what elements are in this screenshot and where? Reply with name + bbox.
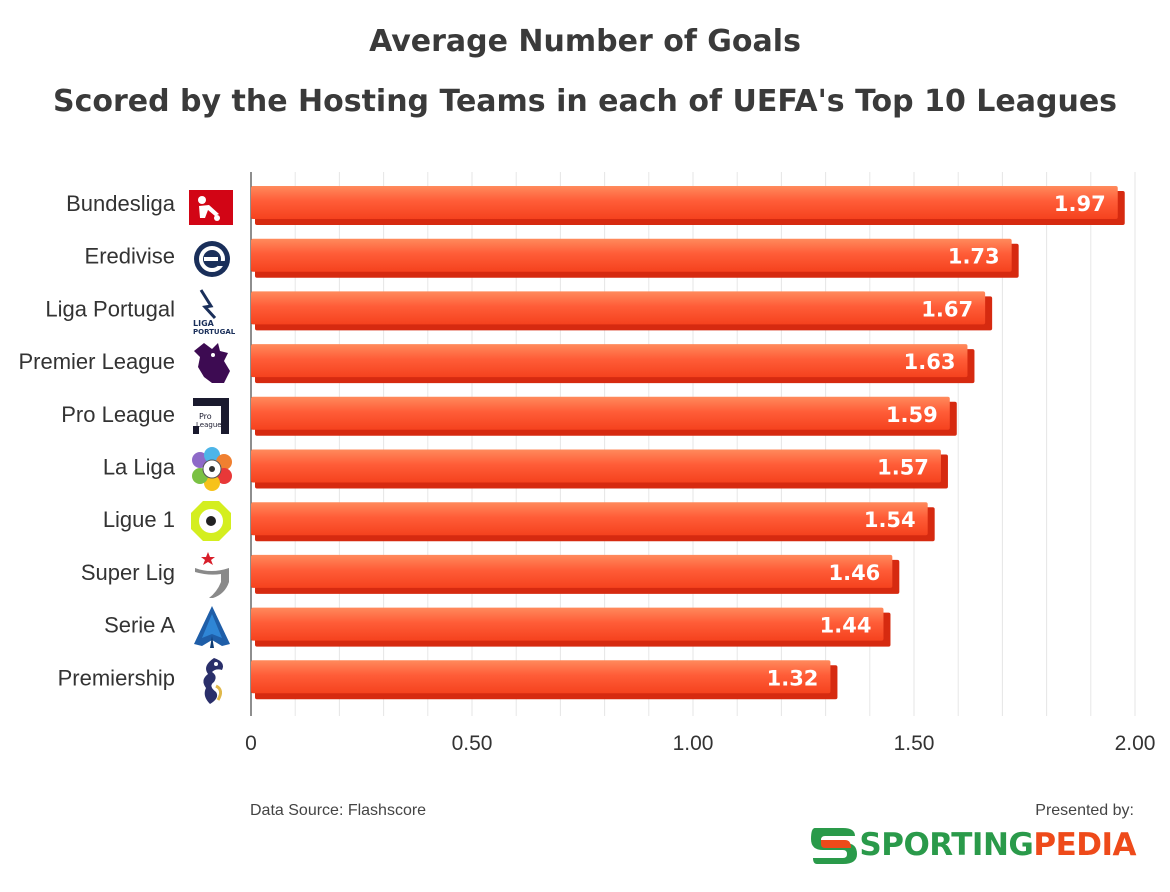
x-axis-ticks: 0 0.50 1.00 1.50 2.00 — [245, 732, 1155, 755]
x-tick-label: 0.50 — [452, 732, 493, 755]
bar — [251, 449, 941, 483]
svg-text:LIGA: LIGA — [193, 319, 215, 328]
bar-value-label: 1.46 — [828, 561, 880, 585]
la-liga-logo-icon — [192, 447, 232, 491]
bar — [251, 607, 884, 641]
category-label: Pro League — [61, 402, 175, 427]
category-labels: Bundesliga Eredivise Liga Portugal Premier … — [18, 191, 175, 690]
bar-value-label: 1.59 — [886, 403, 938, 427]
bar-value-label: 1.97 — [1054, 192, 1106, 216]
bundesliga-logo-icon — [189, 190, 233, 225]
brand-sporting: SPORTING — [859, 827, 1034, 863]
bar-value-label: 1.67 — [921, 297, 973, 321]
bar — [251, 344, 968, 378]
x-tick-label: 0 — [245, 732, 257, 755]
category-label: Liga Portugal — [45, 296, 175, 321]
brand-pedia: PEDIA — [1033, 827, 1136, 863]
category-label: Premiership — [58, 665, 175, 690]
bar — [251, 186, 1118, 219]
svg-text:Pro: Pro — [199, 412, 212, 421]
pro-league-logo-icon: Pro League — [193, 398, 229, 434]
data-source: Data Source: Flashscore — [250, 802, 427, 819]
league-logos: LIGA PORTUGAL Pro League — [189, 190, 236, 704]
ligue-1-logo-icon — [191, 501, 231, 541]
bar — [251, 238, 1012, 272]
bar — [251, 396, 950, 430]
sportingpedia-logo-icon — [811, 828, 858, 864]
category-label: Bundesliga — [66, 191, 176, 216]
chart-title-line-1: Average Number of Goals — [369, 24, 801, 59]
bar-value-label: 1.44 — [820, 614, 872, 638]
presented-by: Presented by: — [1035, 802, 1134, 819]
bar — [251, 660, 831, 694]
category-label: Eredivise — [85, 244, 175, 269]
category-label: La Liga — [103, 455, 176, 480]
category-label: Ligue 1 — [103, 507, 175, 532]
x-tick-label: 1.00 — [673, 732, 714, 755]
category-label: Premier League — [18, 349, 175, 374]
category-label: Super Lig — [81, 560, 175, 585]
bars: 1.97 1.73 1.67 1.63 1.59 1.57 1.54 1.46 1.44 1.32 — [251, 186, 1125, 700]
eredivisie-logo-icon — [194, 241, 230, 277]
bar — [251, 502, 928, 536]
bar-value-label: 1.54 — [864, 508, 916, 532]
svg-text:PORTUGAL: PORTUGAL — [193, 328, 236, 336]
bar-value-label: 1.57 — [877, 456, 929, 480]
x-tick-label: 1.50 — [894, 732, 935, 755]
premier-league-logo-icon — [194, 343, 230, 383]
chart-title-line-2: Scored by the Hosting Teams in each of U… — [52, 84, 1118, 119]
sportingpedia-brand: SPORTING PEDIA — [811, 822, 1136, 868]
bar-value-label: 1.32 — [767, 666, 819, 690]
premiership-logo-icon — [203, 658, 223, 704]
bar — [251, 554, 893, 588]
bar — [251, 291, 986, 325]
x-tick-label: 2.00 — [1115, 732, 1156, 755]
serie-a-logo-icon — [194, 606, 230, 648]
svg-text:League: League — [196, 421, 222, 429]
bar-value-label: 1.73 — [948, 245, 1000, 269]
liga-portugal-logo-icon: LIGA PORTUGAL — [193, 289, 236, 336]
category-label: Serie A — [104, 613, 175, 638]
super-lig-logo-icon — [195, 552, 229, 598]
bar-value-label: 1.63 — [904, 350, 956, 374]
